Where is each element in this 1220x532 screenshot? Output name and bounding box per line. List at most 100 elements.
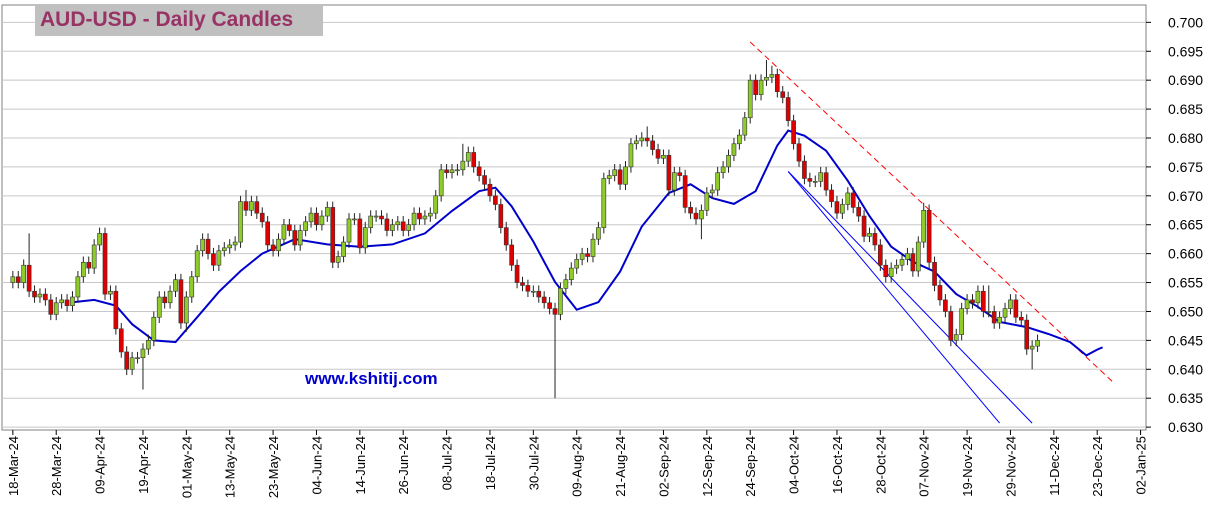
candle-body [221,247,227,252]
candle-body [80,262,86,278]
candle-body [845,192,851,205]
candle-body [704,192,710,211]
candle-body [373,215,379,218]
x-tick-label: 09-Aug-24 [570,436,585,497]
candle-body [379,215,384,220]
candle-body [314,212,319,226]
candle-body [737,134,742,145]
candle-body [558,288,563,315]
candle-body [758,79,764,95]
candle-body [276,238,281,252]
candle-body [514,264,520,283]
x-tick-label: 28-Oct-24 [873,436,888,494]
candle-body [1013,299,1019,318]
candle-body [661,155,666,159]
candle-body [48,299,54,315]
candle-body [948,311,954,341]
candle-body [568,267,574,280]
candle-body [1024,319,1030,350]
candle-body [932,262,937,286]
candle-body [970,299,975,304]
candle-body [37,293,43,298]
candle-body [997,316,1002,324]
x-tick-label: 13-May-24 [223,436,238,498]
candle-body [64,299,70,306]
candle-body [303,221,308,231]
candle-body [400,221,406,231]
candle-body [352,218,357,221]
y-tick-label: 0.685 [1168,101,1203,117]
y-tick-label: 0.690 [1168,72,1203,88]
candle-body [699,209,704,220]
candle-body [319,215,325,226]
y-tick-label: 0.700 [1168,14,1203,30]
annotation: www.kshitij.com [304,369,438,388]
candle-body [796,143,802,162]
y-tick-label: 0.640 [1168,361,1203,377]
candle-body [427,212,433,217]
candle-body [406,224,411,231]
x-tick-label: 02-Jan-25 [1134,436,1149,495]
candle-body [97,233,102,246]
candle-body [905,253,910,260]
candle-body [308,212,314,223]
candle-body [227,244,233,249]
candle-body [493,195,498,205]
candle-body [829,189,834,202]
candle-body [86,262,92,269]
x-tick-label: 04-Jun-24 [309,436,324,495]
x-tick-label: 18-Mar-24 [6,436,21,496]
x-tick-label: 02-Sep-24 [656,436,671,497]
candle-body [937,285,943,301]
candle-body [531,290,536,293]
candle-body [509,244,514,266]
candle-body [709,189,715,194]
candle-body [666,155,672,191]
candle-body [628,143,634,168]
candle-body [774,74,780,93]
x-tick-label: 26-Jun-24 [396,436,411,495]
candle-body [644,137,650,142]
candle-body [791,120,796,145]
moving-average [72,129,1103,357]
candle-body [238,201,243,243]
candle-body [102,233,108,295]
candle-body [118,328,124,353]
candle-body [921,209,927,243]
candle-body [693,212,699,220]
candle-body [1008,299,1013,309]
candle-body [15,276,21,283]
candle-body [146,340,151,350]
candle-body [70,296,75,306]
candle-body [108,290,113,295]
y-tick-label: 0.675 [1168,159,1203,175]
candle-body [265,221,271,246]
candle-body [1035,340,1040,347]
candle-body [243,201,249,211]
candle-body [216,250,222,266]
candle-body [249,201,254,211]
candle-body [764,76,769,81]
candle-body [433,195,439,214]
candle-body [888,267,894,278]
candle-body [850,192,856,208]
candle-body [623,166,628,185]
y-tick-label: 0.665 [1168,217,1203,233]
candle-body [655,149,661,159]
candle-body [151,316,157,341]
candle-body [975,290,981,304]
candle-body [574,259,580,269]
x-tick-label: 21-Aug-24 [613,436,628,497]
chart-title: AUD-USD - Daily Candles [40,8,293,31]
candle-body [498,204,504,228]
axes: 0.630 0.635 0.640 0.645 0.650 0.655 0.660 0.665… [6,14,1203,498]
candle-body [986,311,992,313]
title-box [35,5,323,36]
candle-body [178,279,184,324]
y-tick-label: 0.655 [1168,275,1203,291]
candle-body [346,218,352,243]
candle-body [173,279,178,292]
candle-body [840,204,845,214]
y-tick-label: 0.635 [1168,390,1203,406]
